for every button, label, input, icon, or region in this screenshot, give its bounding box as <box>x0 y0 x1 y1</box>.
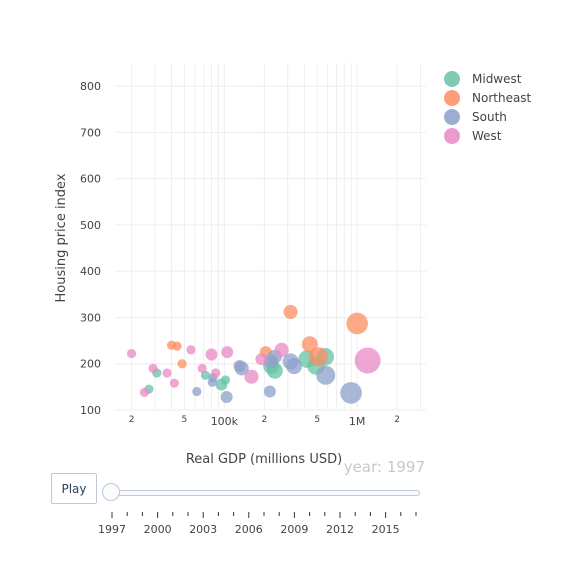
data-point-south[interactable] <box>263 385 276 398</box>
y-tick-label: 400 <box>80 265 101 278</box>
data-point-west[interactable] <box>221 346 234 359</box>
data-point-midwest[interactable] <box>200 370 211 380</box>
data-points[interactable] <box>126 304 381 404</box>
slider-tick-label: 2015 <box>372 523 400 536</box>
data-point-west[interactable] <box>255 353 268 366</box>
data-point-northeast[interactable] <box>177 359 187 369</box>
slider-rail[interactable] <box>110 490 420 496</box>
slider-tick-label: 2009 <box>280 523 308 536</box>
x-tick-label: 1M <box>349 415 366 428</box>
data-point-northeast[interactable] <box>283 304 298 320</box>
data-point-south[interactable] <box>340 382 362 404</box>
legend-label: West <box>472 129 502 143</box>
data-point-west[interactable] <box>169 378 179 388</box>
legend-item-west[interactable]: West <box>444 128 502 144</box>
data-point-northeast[interactable] <box>172 341 182 351</box>
y-tick-label: 700 <box>80 126 101 139</box>
data-point-south[interactable] <box>192 386 202 397</box>
x-minor-tick-label: 2 <box>261 415 267 425</box>
legend-item-northeast[interactable]: Northeast <box>444 90 532 106</box>
y-tick-label: 500 <box>80 219 101 232</box>
y-tick-label: 300 <box>80 311 101 324</box>
data-point-west[interactable] <box>211 368 221 378</box>
slider-tick-label: 2000 <box>144 523 172 536</box>
slider-handle[interactable] <box>102 483 120 501</box>
data-point-west[interactable] <box>274 342 289 357</box>
legend-marker <box>444 109 460 125</box>
data-point-west[interactable] <box>186 345 196 355</box>
slider-ticks: 1997 2000 2003 2006 2009 2012 2015 <box>98 512 417 536</box>
data-point-south[interactable] <box>234 361 249 376</box>
data-point-northeast[interactable] <box>308 347 328 367</box>
data-point-west[interactable] <box>244 369 259 384</box>
y-tick-label: 600 <box>80 173 101 186</box>
data-point-west[interactable] <box>139 387 150 398</box>
x-axis-title: Real GDP (millions USD) <box>186 452 342 467</box>
y-tick-label: 800 <box>80 80 101 93</box>
legend-label: South <box>472 110 507 124</box>
x-tick-label: 100k <box>211 415 239 428</box>
data-point-west[interactable] <box>197 363 207 373</box>
data-point-south[interactable] <box>286 358 303 375</box>
x-minor-tick-label: 5 <box>314 415 320 425</box>
legend-item-south[interactable]: South <box>444 109 507 125</box>
legend-label: Midwest <box>472 72 522 86</box>
current-year-label: year: 1997 <box>344 458 425 476</box>
x-minor-tick-label: 2 <box>394 415 400 425</box>
data-point-west[interactable] <box>205 348 218 361</box>
data-point-northeast[interactable] <box>346 312 368 335</box>
data-point-west[interactable] <box>148 363 158 373</box>
slider-tick-label: 2006 <box>235 523 263 536</box>
data-point-west[interactable] <box>162 368 172 378</box>
data-point-south[interactable] <box>220 391 233 404</box>
y-axis-ticks: 100 200 300 400 500 600 700 800 <box>80 80 101 417</box>
legend-marker <box>444 71 460 87</box>
y-tick-label: 100 <box>80 404 101 417</box>
slider-tick-label: 2003 <box>189 523 217 536</box>
y-axis-title: Housing price index <box>54 173 69 302</box>
data-point-west[interactable] <box>354 347 381 374</box>
year-slider[interactable] <box>100 483 430 544</box>
data-point-south[interactable] <box>316 365 336 385</box>
legend[interactable]: Midwest Northeast South West <box>444 71 532 144</box>
x-minor-tick-label: 5 <box>182 415 188 425</box>
legend-label: Northeast <box>472 91 532 105</box>
x-axis-ticks: 100k 1M 2 5 2 5 2 <box>129 415 400 428</box>
data-point-northeast[interactable] <box>301 336 318 353</box>
data-point-west[interactable] <box>126 348 137 359</box>
y-tick-label: 200 <box>80 358 101 371</box>
legend-item-midwest[interactable]: Midwest <box>444 71 522 87</box>
x-minor-tick-label: 2 <box>129 415 135 425</box>
slider-tick-label: 1997 <box>98 523 126 536</box>
legend-marker <box>444 90 460 106</box>
play-button[interactable]: Play <box>51 473 97 504</box>
data-point-midwest[interactable] <box>220 375 231 385</box>
legend-marker <box>444 128 460 144</box>
slider-tick-label: 2012 <box>326 523 354 536</box>
